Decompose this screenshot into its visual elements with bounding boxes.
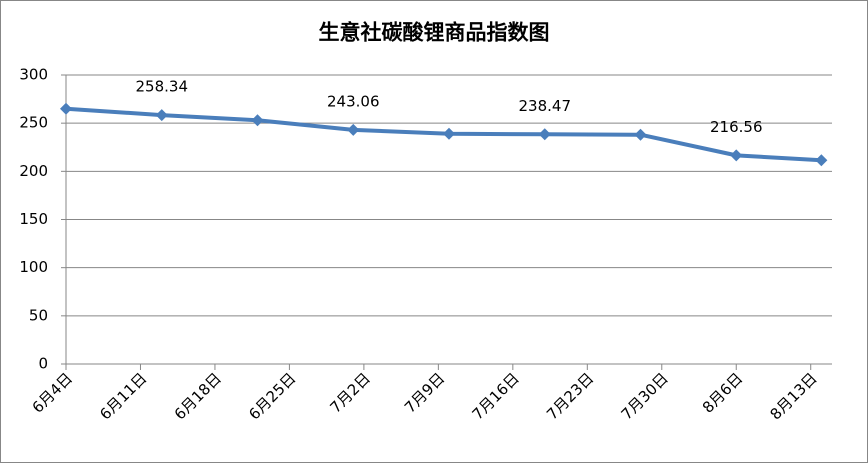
data-label: 238.47 bbox=[519, 97, 572, 115]
marker bbox=[634, 128, 647, 141]
marker bbox=[347, 123, 360, 136]
data-label: 216.56 bbox=[710, 118, 763, 136]
marker bbox=[155, 109, 168, 122]
data-label: 258.34 bbox=[136, 78, 189, 96]
y-tick-label: 50 bbox=[29, 306, 48, 324]
marker bbox=[60, 102, 72, 115]
y-tick-label: 200 bbox=[19, 162, 48, 180]
y-tick-label: 0 bbox=[38, 355, 48, 373]
marker bbox=[815, 154, 828, 167]
marker bbox=[538, 128, 551, 141]
chart-title: 生意社碳酸锂商品指数图 bbox=[319, 20, 550, 45]
y-tick-label: 250 bbox=[19, 114, 48, 132]
marker bbox=[443, 127, 455, 140]
y-tick-label: 100 bbox=[19, 258, 48, 276]
y-tick-label: 300 bbox=[19, 66, 48, 84]
y-tick-label: 150 bbox=[19, 210, 48, 228]
marker bbox=[251, 114, 264, 127]
data-label: 243.06 bbox=[327, 92, 380, 110]
marker bbox=[730, 149, 743, 162]
